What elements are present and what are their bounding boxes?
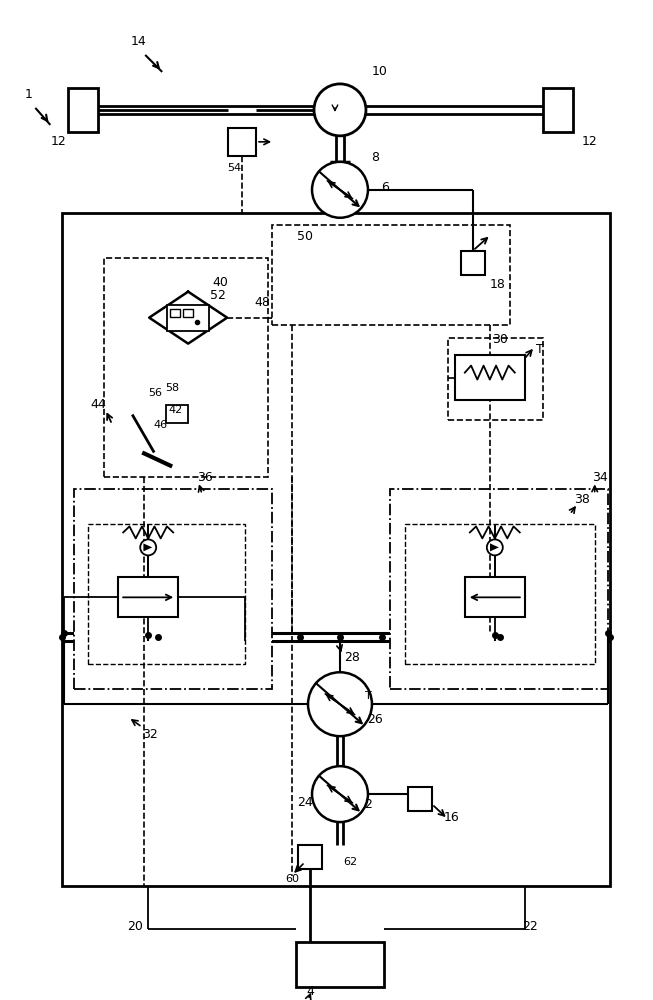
Circle shape bbox=[308, 672, 372, 736]
Text: 28: 28 bbox=[344, 651, 360, 664]
Text: 58: 58 bbox=[165, 383, 179, 393]
Circle shape bbox=[312, 162, 368, 218]
Bar bbox=[405, 524, 595, 664]
Text: 18: 18 bbox=[490, 278, 505, 291]
Bar bbox=[465, 577, 525, 617]
Text: 8: 8 bbox=[371, 151, 379, 164]
Bar bbox=[455, 355, 525, 400]
Polygon shape bbox=[490, 543, 499, 551]
Text: T: T bbox=[536, 343, 544, 356]
Text: 30: 30 bbox=[492, 333, 508, 346]
Text: T: T bbox=[364, 691, 372, 701]
Text: 54: 54 bbox=[227, 163, 241, 173]
Text: 52: 52 bbox=[210, 289, 226, 302]
Bar bbox=[408, 787, 432, 811]
Bar bbox=[183, 309, 193, 317]
Text: 24: 24 bbox=[297, 796, 313, 809]
Bar bbox=[272, 225, 510, 325]
Bar bbox=[448, 338, 543, 420]
Text: 2: 2 bbox=[364, 798, 372, 811]
Text: 10: 10 bbox=[372, 65, 388, 78]
Bar bbox=[69, 88, 98, 132]
Text: 42: 42 bbox=[168, 405, 182, 415]
Text: 32: 32 bbox=[142, 728, 158, 741]
Bar bbox=[461, 251, 485, 275]
Text: 62: 62 bbox=[343, 857, 357, 867]
Text: 14: 14 bbox=[131, 35, 146, 48]
Polygon shape bbox=[149, 292, 227, 344]
Bar bbox=[298, 845, 322, 869]
Circle shape bbox=[314, 84, 366, 136]
Text: 1: 1 bbox=[24, 88, 32, 101]
Bar bbox=[118, 577, 178, 617]
Text: 36: 36 bbox=[197, 471, 213, 484]
Text: 20: 20 bbox=[127, 920, 143, 933]
Text: 6: 6 bbox=[381, 181, 389, 194]
Text: 44: 44 bbox=[90, 398, 106, 411]
Bar bbox=[88, 524, 245, 664]
Circle shape bbox=[312, 766, 368, 822]
Bar bbox=[166, 405, 188, 423]
Polygon shape bbox=[144, 543, 152, 551]
Bar bbox=[74, 489, 272, 689]
Text: 48: 48 bbox=[254, 296, 270, 309]
Bar bbox=[167, 305, 209, 331]
Text: 4: 4 bbox=[306, 985, 314, 998]
Circle shape bbox=[487, 539, 503, 555]
Bar bbox=[390, 489, 608, 689]
Bar bbox=[170, 309, 180, 317]
Bar bbox=[228, 128, 256, 156]
Text: 26: 26 bbox=[367, 713, 383, 726]
Circle shape bbox=[140, 539, 156, 555]
Text: 46: 46 bbox=[153, 420, 167, 430]
Text: 60: 60 bbox=[285, 874, 299, 884]
Text: 34: 34 bbox=[592, 471, 607, 484]
Bar bbox=[296, 942, 384, 987]
Text: 16: 16 bbox=[444, 811, 460, 824]
Bar bbox=[62, 213, 610, 886]
Text: 50: 50 bbox=[297, 230, 313, 243]
Text: 38: 38 bbox=[574, 493, 590, 506]
Text: 12: 12 bbox=[50, 135, 66, 148]
Text: 22: 22 bbox=[522, 920, 537, 933]
Text: 40: 40 bbox=[212, 276, 228, 289]
Text: 56: 56 bbox=[148, 388, 162, 398]
Bar bbox=[543, 88, 573, 132]
Bar bbox=[104, 258, 268, 477]
Text: 12: 12 bbox=[582, 135, 597, 148]
